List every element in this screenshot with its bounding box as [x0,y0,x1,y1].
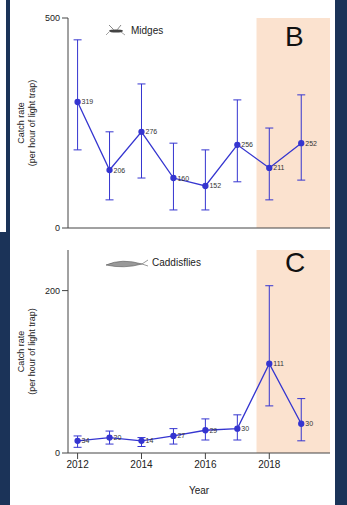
svg-text:276: 276 [145,128,157,135]
svg-text:2018: 2018 [258,459,281,470]
svg-text:319: 319 [82,98,94,105]
svg-text:256: 256 [241,141,253,148]
svg-text:0: 0 [55,223,60,233]
svg-text:2012: 2012 [66,459,89,470]
svg-text:27: 27 [177,432,185,439]
svg-text:Catch rate(per hour of light t: Catch rate(per hour of light trap) [16,80,37,167]
svg-text:2014: 2014 [130,459,153,470]
svg-text:211: 211 [273,164,284,171]
svg-text:0: 0 [55,448,60,458]
svg-text:34: 34 [82,437,90,444]
html-text:Caddisflies: Caddisflies [152,257,201,268]
html-text:B: B [285,21,304,52]
svg-text:20: 20 [114,434,122,441]
svg-text:Year: Year [189,485,210,496]
html-text:C: C [285,247,306,278]
svg-text:152: 152 [209,182,221,189]
svg-text:200: 200 [45,286,60,296]
svg-text:2016: 2016 [194,459,217,470]
html-text:Midges: Midges [131,25,164,36]
svg-text:111: 111 [273,360,284,367]
svg-text:30: 30 [241,425,249,432]
svg-text:160: 160 [177,175,189,182]
svg-text:30: 30 [305,420,313,427]
svg-text:206: 206 [114,167,126,174]
svg-text:29: 29 [209,427,217,434]
svg-text:14: 14 [145,437,153,444]
svg-text:500: 500 [45,13,60,23]
svg-text:252: 252 [305,140,317,147]
svg-text:Catch rate(per hour of light t: Catch rate(per hour of light trap) [16,308,37,395]
